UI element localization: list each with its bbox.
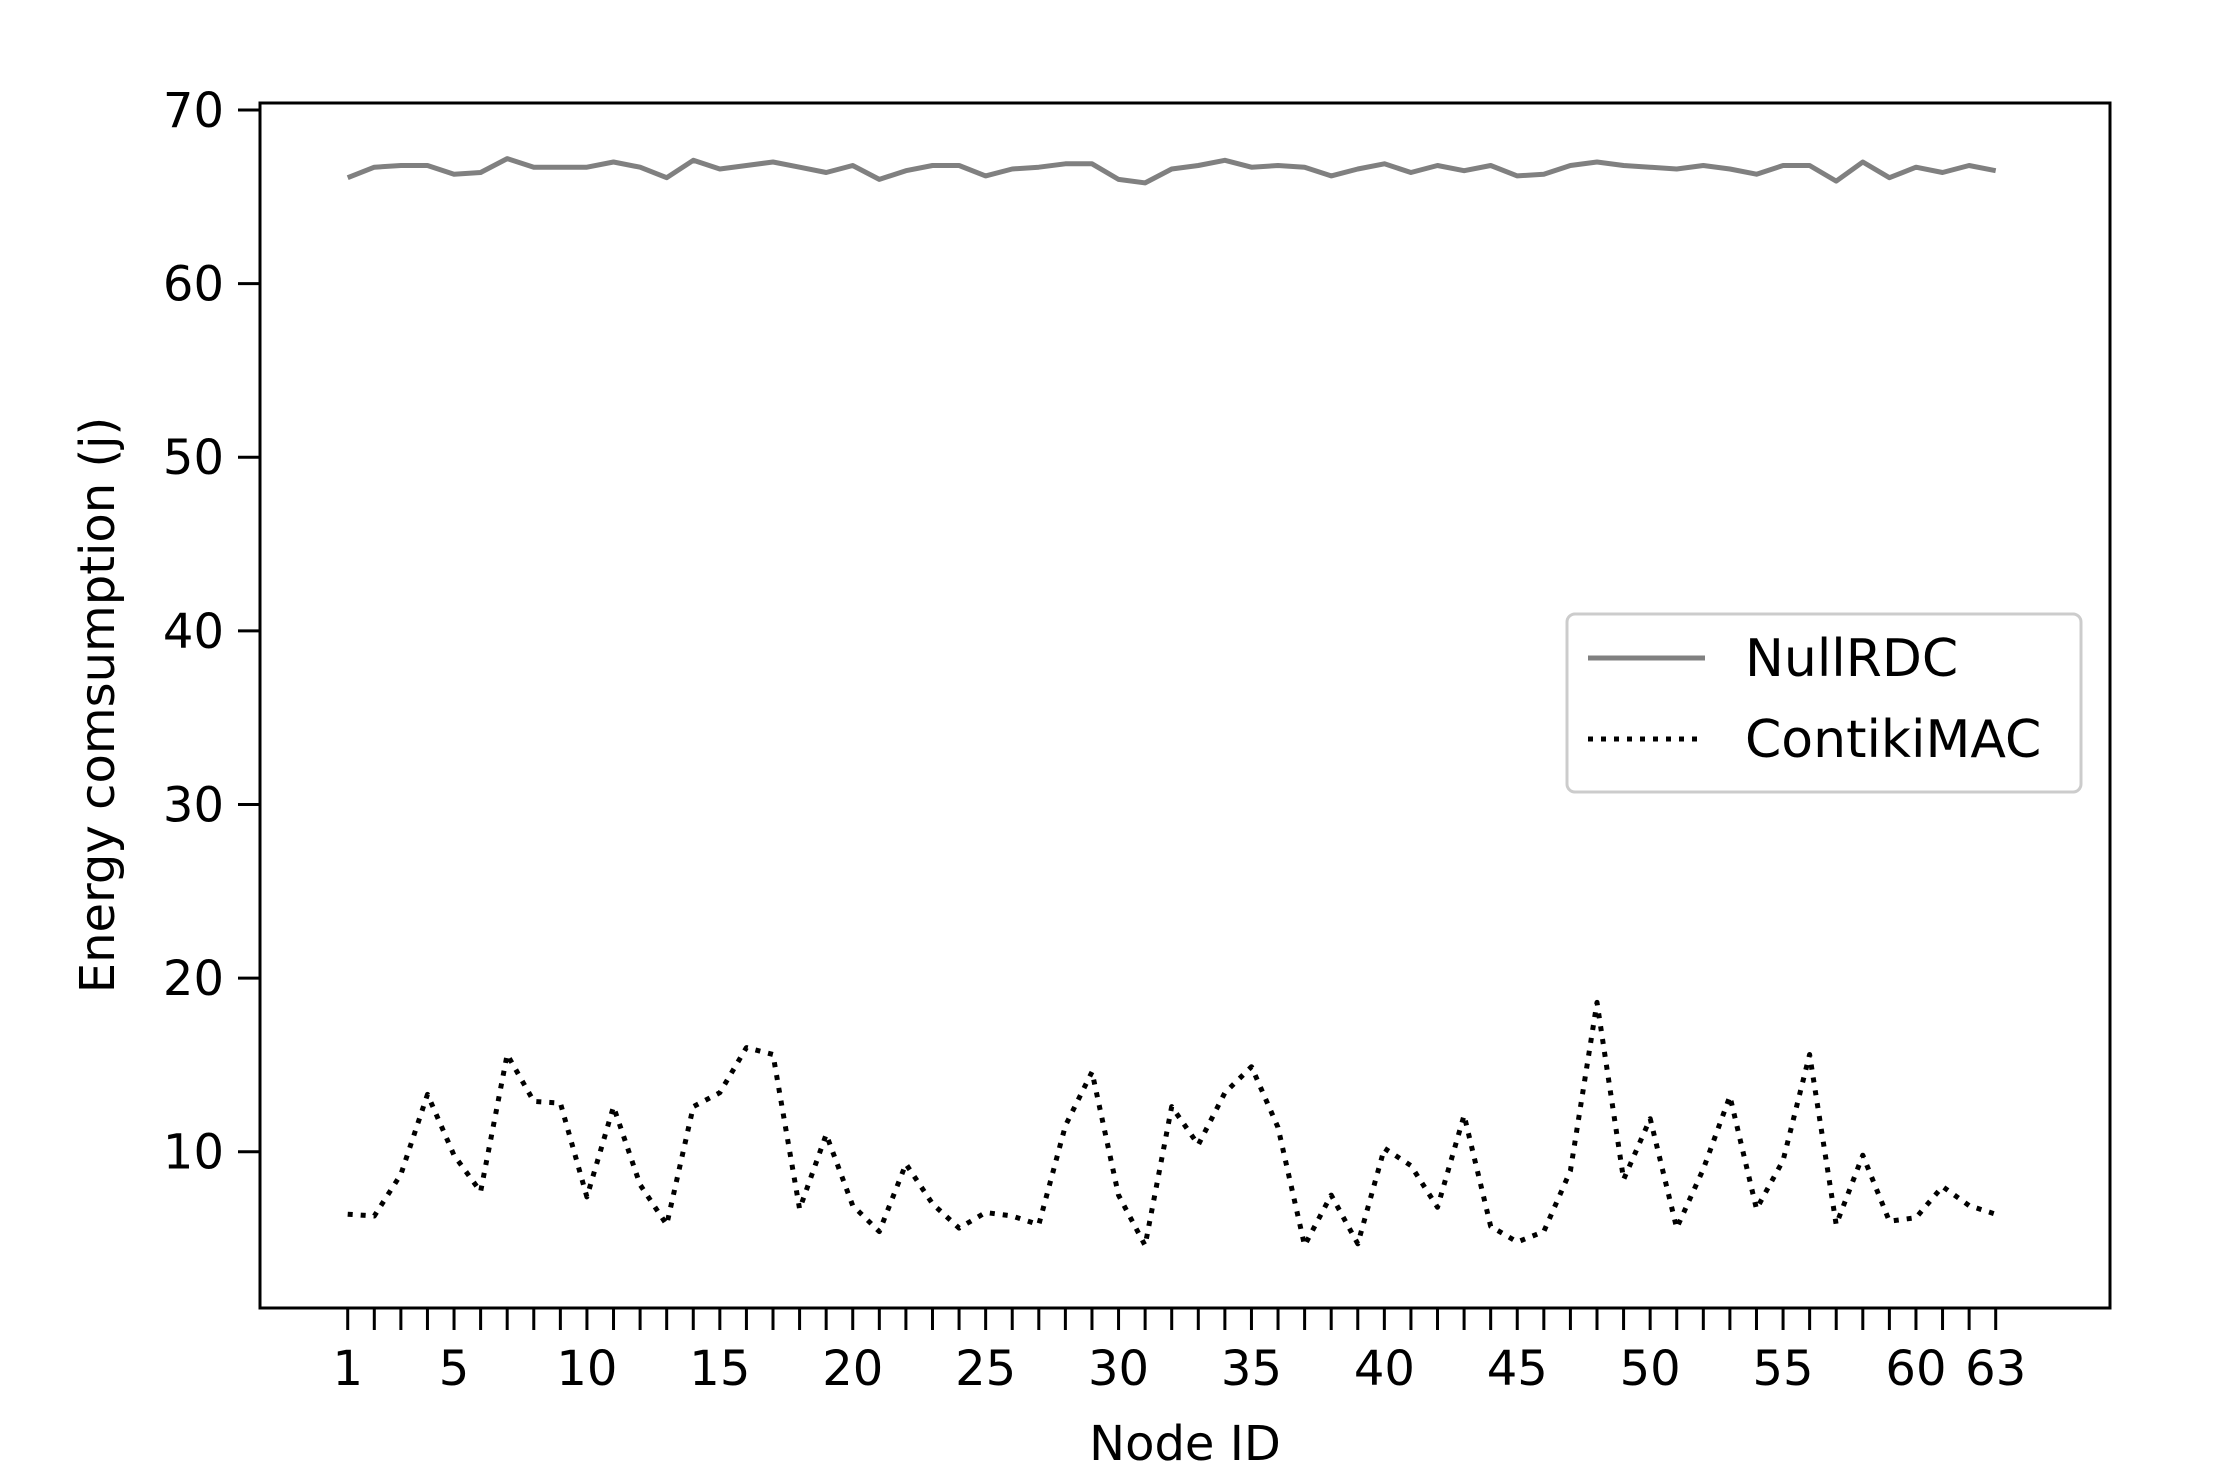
y-tick-label: 60 <box>163 257 224 313</box>
x-tick-label: 55 <box>1753 1341 1814 1397</box>
x-tick-label: 40 <box>1354 1341 1415 1397</box>
legend-label-contikimac: ContikiMAC <box>1745 710 2041 770</box>
x-tick-label: 63 <box>1965 1341 2026 1397</box>
x-tick-label: 10 <box>556 1341 617 1397</box>
y-axis: 10 20 30 40 50 60 70 <box>163 83 260 1181</box>
y-tick-label: 50 <box>163 430 224 486</box>
x-tick-label: 1 <box>332 1341 363 1397</box>
series-line-nullrdc <box>346 156 1997 186</box>
legend-label-nullrdc: NullRDC <box>1745 629 1958 689</box>
plot-frame <box>258 101 2112 1310</box>
x-axis: 1 5 10 15 20 25 30 35 40 45 50 55 60 63 <box>332 1308 2026 1397</box>
x-tick-label: 15 <box>689 1341 750 1397</box>
y-axis-label: Energy comsumption (j) <box>70 417 126 993</box>
x-tick-label: 30 <box>1088 1341 1149 1397</box>
y-tick-label: 20 <box>163 951 224 1007</box>
y-tick-label: 30 <box>163 777 224 833</box>
series-line-contikimac <box>347 999 1997 1248</box>
series-layer <box>346 156 1997 1248</box>
x-tick-label: 5 <box>439 1341 470 1397</box>
x-tick-label: 35 <box>1221 1341 1282 1397</box>
y-tick-label: 40 <box>163 604 224 660</box>
x-tick-label: 60 <box>1885 1341 1946 1397</box>
x-tick-label: 20 <box>822 1341 883 1397</box>
x-tick-label: 25 <box>955 1341 1016 1397</box>
y-tick-label: 10 <box>163 1125 224 1181</box>
x-tick-label: 45 <box>1487 1341 1548 1397</box>
y-tick-label: 70 <box>163 83 224 139</box>
x-axis-label: Node ID <box>1089 1416 1281 1472</box>
x-tick-label: 50 <box>1620 1341 1681 1397</box>
legend: NullRDC ContikiMAC <box>1565 612 2083 794</box>
